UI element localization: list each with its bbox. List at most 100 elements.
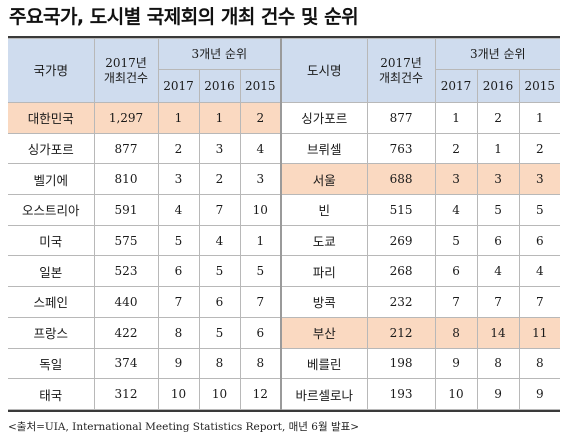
- country-year-header: 2015: [239, 69, 282, 103]
- country-rank-2016: 2: [198, 163, 241, 196]
- city-rank-2016: 6: [476, 224, 520, 257]
- city-rank-2017: 8: [434, 316, 478, 349]
- country-count: 374: [93, 347, 159, 380]
- page-title: 주요국가, 도시별 국제회의 개최 건수 및 순위: [9, 6, 359, 28]
- city-rank-2017: 7: [434, 286, 478, 318]
- country-rank-2017: 1: [157, 102, 200, 134]
- table-row: 대한민국 1,297 1 1 2 싱가포르 877 1 2 1: [8, 102, 561, 134]
- city-count: 877: [366, 102, 436, 134]
- city-rank-2015: 1: [518, 102, 561, 134]
- city-year-header: 2016: [476, 69, 520, 103]
- table-row: 프랑스 422 8 5 6 부산 212 8 14 11: [8, 316, 561, 349]
- city-rank-2016: 7: [476, 286, 520, 318]
- table-row: 독일 374 9 8 8 베를린 198 9 8 8: [8, 347, 561, 380]
- country-rank-2015: 5: [239, 255, 282, 288]
- country-rank-2016: 6: [198, 286, 241, 318]
- country-name: 일본: [8, 255, 95, 288]
- city-name: 베를린: [280, 347, 368, 380]
- city-count: 269: [366, 224, 436, 257]
- table-row: 태국 312 10 10 12 바르셀로나 193 10 9 9: [8, 378, 561, 410]
- country-count: 312: [93, 378, 159, 410]
- country-rank-2016: 7: [198, 194, 241, 226]
- country-count: 810: [93, 163, 159, 196]
- country-name: 태국: [8, 378, 95, 410]
- country-name: 프랑스: [8, 316, 95, 349]
- country-name: 오스트리아: [8, 194, 95, 226]
- city-rank-2015: 3: [518, 163, 561, 196]
- country-rank-2015: 6: [239, 316, 282, 349]
- country-rank-2015: 1: [239, 224, 282, 257]
- city-year-header: 2017: [434, 69, 478, 103]
- ranking-table: 국가명 2017년 개최건수 3개년 순위 도시명 2017년 개최건수 3개년…: [8, 38, 561, 410]
- country-rank-2017: 6: [157, 255, 200, 288]
- country-count: 877: [93, 132, 159, 165]
- country-rank-2015: 12: [239, 378, 282, 410]
- city-name: 도쿄: [280, 224, 368, 257]
- city-rank-2016: 2: [476, 102, 520, 134]
- city-rank-2016: 9: [476, 378, 520, 410]
- country-rank-2017: 4: [157, 194, 200, 226]
- ranking-table-container: 국가명 2017년 개최건수 3개년 순위 도시명 2017년 개최건수 3개년…: [8, 36, 561, 412]
- country-rank-2016: 10: [198, 378, 241, 410]
- country-rank-2015: 8: [239, 347, 282, 380]
- city-name: 부산: [280, 316, 368, 349]
- city-name: 브뤼셀: [280, 132, 368, 165]
- country-rank-2015: 3: [239, 163, 282, 196]
- city-year-header: 2015: [518, 69, 561, 103]
- city-rank-2015: 9: [518, 378, 561, 410]
- city-name: 빈: [280, 194, 368, 226]
- country-name: 대한민국: [8, 102, 95, 134]
- city-count: 232: [366, 286, 436, 318]
- city-rank-2017: 9: [434, 347, 478, 380]
- city-rank-2017: 5: [434, 224, 478, 257]
- country-count: 1,297: [93, 102, 159, 134]
- count-header-label: 개최건수: [103, 70, 149, 85]
- country-rank-2017: 10: [157, 378, 200, 410]
- count-header-year: 2017년: [380, 55, 422, 70]
- country-rank-2017: 7: [157, 286, 200, 318]
- country-column-header: 국가명: [8, 38, 95, 103]
- country-rank-2015: 7: [239, 286, 282, 318]
- country-rank-2017: 2: [157, 132, 200, 165]
- country-name: 벨기에: [8, 163, 95, 196]
- city-rank-2015: 2: [518, 132, 561, 165]
- city-rank-2016: 5: [476, 194, 520, 226]
- country-year-header: 2017: [158, 69, 200, 103]
- country-name: 독일: [8, 347, 95, 380]
- country-name: 미국: [8, 224, 95, 257]
- city-rank-2016: 14: [476, 316, 520, 349]
- city-rank-2016: 3: [476, 163, 520, 196]
- city-count: 212: [366, 316, 436, 349]
- table-row: 벨기에 810 3 2 3 서울 688 3 3 3: [8, 163, 561, 196]
- country-rank-2016: 5: [198, 255, 241, 288]
- city-count: 268: [366, 255, 436, 288]
- count-header-year: 2017년: [105, 55, 147, 70]
- city-rank-2017: 3: [434, 163, 478, 196]
- city-count: 688: [366, 163, 436, 196]
- city-column-header: 도시명: [280, 38, 368, 103]
- city-rank-group-header: 3개년 순위: [434, 38, 561, 70]
- city-count: 515: [366, 194, 436, 226]
- city-rank-2015: 5: [518, 194, 561, 226]
- country-name: 싱가포르: [8, 132, 95, 165]
- city-rank-2017: 4: [434, 194, 478, 226]
- country-rank-2016: 1: [198, 102, 241, 134]
- city-rank-2015: 4: [518, 255, 561, 288]
- city-name: 서울: [280, 163, 368, 196]
- country-count: 422: [93, 316, 159, 349]
- city-rank-2017: 1: [434, 102, 478, 134]
- city-rank-2015: 11: [518, 316, 561, 349]
- city-name: 방콕: [280, 286, 368, 318]
- table-row: 일본 523 6 5 5 파리 268 6 4 4: [8, 255, 561, 288]
- country-rank-2017: 9: [157, 347, 200, 380]
- table-row: 싱가포르 877 2 3 4 브뤼셀 763 2 1 2: [8, 132, 561, 165]
- city-count-column-header: 2017년 개최건수: [366, 38, 436, 103]
- city-rank-2016: 1: [476, 132, 520, 165]
- country-rank-group-header: 3개년 순위: [157, 38, 282, 70]
- source-note: <출처=UIA, International Meeting Statistic…: [8, 421, 360, 433]
- country-rank-2017: 3: [157, 163, 200, 196]
- country-count: 575: [93, 224, 159, 257]
- table-row: 오스트리아 591 4 7 10 빈 515 4 5 5: [8, 194, 561, 226]
- city-count: 193: [366, 378, 436, 410]
- country-count-column-header: 2017년 개최건수: [93, 38, 159, 103]
